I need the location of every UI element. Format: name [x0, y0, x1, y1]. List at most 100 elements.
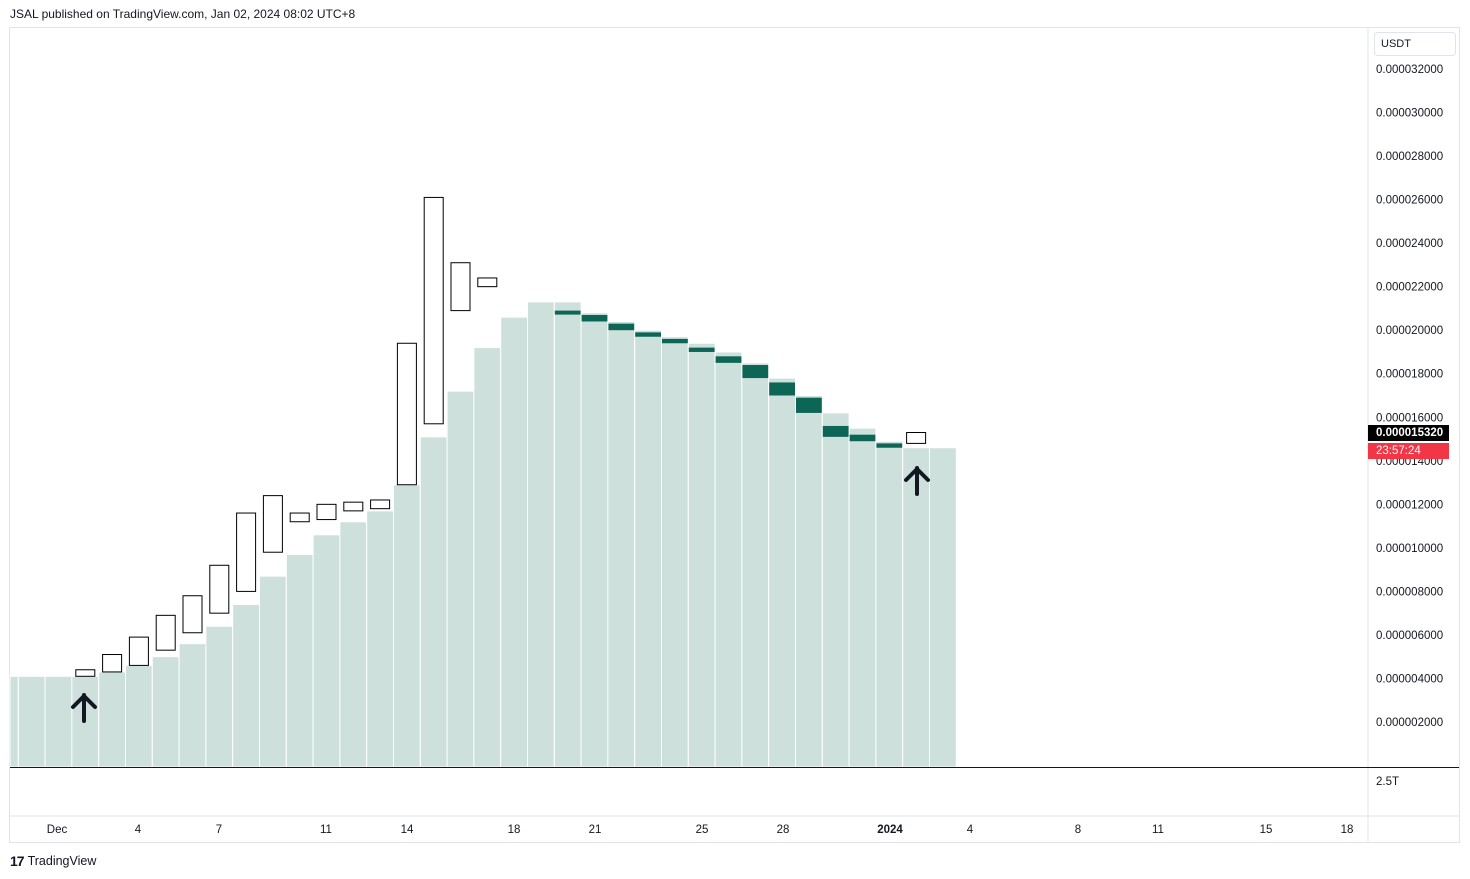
area-bar [553, 301, 582, 768]
time-tick-label: 25 [696, 824, 709, 836]
time-tick-label: 11 [1152, 824, 1164, 836]
price-tick-label: 0.000018000 [1376, 369, 1443, 381]
candle [343, 501, 364, 512]
candle [396, 342, 417, 486]
tradingview-brand-text: TradingView [27, 854, 97, 868]
price-tick-label: 0.000020000 [1376, 325, 1443, 337]
dark-bar [688, 347, 715, 352]
area-bar [500, 316, 529, 768]
area-bar [366, 510, 395, 768]
time-tick-label: 18 [1341, 824, 1354, 836]
area-bar [821, 412, 850, 768]
area-bar [98, 671, 126, 768]
area-bar [473, 347, 502, 768]
candle [236, 512, 257, 592]
dark-bar [715, 356, 742, 363]
up-arrow-icon [71, 693, 97, 723]
candle [75, 669, 96, 677]
time-tick-label: 14 [401, 824, 414, 836]
time-tick-label: 21 [589, 824, 602, 836]
price-tick-label: 0.000028000 [1376, 151, 1443, 163]
candle [209, 564, 230, 614]
area-bar [634, 329, 663, 768]
dark-bar [796, 397, 822, 413]
dark-bar [635, 332, 661, 337]
area-bar [929, 447, 957, 768]
area-bar [795, 395, 823, 768]
price-tick-label: 0.000006000 [1376, 630, 1443, 642]
price-tick-label: 0.000008000 [1376, 586, 1443, 598]
candle [262, 495, 283, 553]
chart-frame [9, 27, 1460, 843]
volume-tick-label: 2.5T [1376, 776, 1399, 788]
area-bar [527, 301, 555, 768]
last-price-label: 0.000015320 [1368, 425, 1449, 441]
area-bar [661, 336, 689, 768]
candle [423, 196, 444, 425]
up-arrow-icon [904, 466, 930, 496]
candle [477, 277, 498, 288]
dark-bar [849, 434, 876, 442]
candle [316, 503, 337, 521]
price-tick-label: 0.000024000 [1376, 238, 1443, 250]
candle [128, 636, 149, 666]
time-tick-label: 18 [508, 824, 521, 836]
dark-bar [876, 443, 903, 448]
area-bar [607, 320, 636, 768]
area-bar [446, 390, 475, 768]
area-bar [151, 656, 180, 768]
price-tick-label: 0.000022000 [1376, 282, 1443, 294]
area-bar [393, 484, 421, 768]
area-bar [232, 603, 260, 768]
price-tick-label: 0.000032000 [1376, 64, 1443, 76]
price-tick-label: 0.000016000 [1376, 412, 1443, 424]
area-bar [285, 553, 314, 768]
area-bar [714, 351, 743, 768]
time-tick-label: 7 [216, 824, 222, 836]
price-tick-label: 0.000010000 [1376, 543, 1443, 555]
time-tick-label: Dec [47, 824, 68, 836]
dark-bar [662, 338, 688, 344]
time-tick-label: 28 [777, 824, 790, 836]
price-tick-label: 0.000030000 [1376, 108, 1443, 120]
price-tick-label: 0.000002000 [1376, 717, 1443, 729]
time-tick-label: 2024 [877, 824, 903, 836]
area-bar [419, 436, 448, 768]
dark-bar [608, 323, 635, 331]
currency-unit-button[interactable]: USDT [1374, 32, 1456, 56]
dark-bar [554, 310, 581, 315]
area-bar [259, 575, 287, 768]
area-bar [848, 427, 877, 768]
price-tick-label: 0.000012000 [1376, 499, 1443, 511]
area-bar [339, 521, 368, 768]
area-bar [875, 440, 904, 768]
tradingview-logo[interactable]: 17 TradingView [10, 853, 96, 869]
time-tick-label: 11 [320, 824, 332, 836]
candle [155, 614, 176, 651]
candle [450, 262, 471, 312]
candle [370, 499, 391, 510]
time-tick-label: 8 [1075, 824, 1081, 836]
area-bar [125, 664, 153, 768]
dark-bar [769, 382, 795, 396]
dark-bar [581, 314, 608, 322]
time-tick-label: 4 [967, 824, 974, 836]
time-tick-label: 15 [1260, 824, 1273, 836]
candle [289, 512, 310, 523]
publish-header: JSAL published on TradingView.com, Jan 0… [10, 7, 356, 21]
candle [906, 432, 927, 444]
area-bar [580, 312, 609, 768]
area-bar [44, 675, 73, 768]
candle [182, 595, 203, 634]
time-tick-label: 4 [135, 824, 142, 836]
area-bar [741, 362, 770, 768]
dark-bar [742, 365, 769, 379]
area-bar [9, 675, 19, 768]
area-bar [312, 534, 341, 768]
tradingview-logo-icon: 17 [10, 853, 25, 869]
candle [102, 654, 123, 673]
area-bar [17, 675, 46, 768]
area-bar [205, 625, 234, 768]
dark-bar [822, 425, 849, 437]
